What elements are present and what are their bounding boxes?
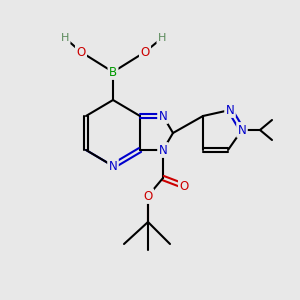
Text: N: N [159, 110, 167, 122]
Text: O: O [143, 190, 153, 202]
Text: H: H [158, 33, 166, 43]
Text: B: B [109, 65, 117, 79]
Text: H: H [61, 33, 69, 43]
Text: N: N [159, 143, 167, 157]
Text: N: N [109, 160, 117, 172]
Text: N: N [238, 124, 246, 136]
Text: O: O [76, 46, 85, 59]
Text: O: O [179, 179, 189, 193]
Text: O: O [140, 46, 150, 59]
Text: N: N [226, 103, 234, 116]
